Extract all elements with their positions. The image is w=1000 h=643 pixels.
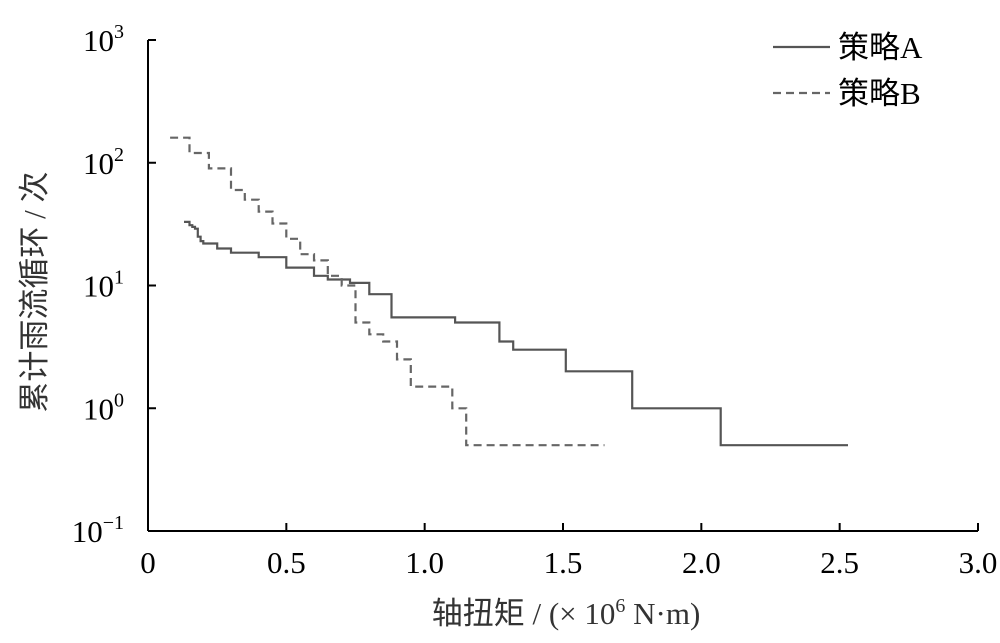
y-tick-label: 100	[83, 389, 124, 426]
y-tick-base: 10	[83, 391, 114, 426]
x-tick-label: 0	[140, 545, 156, 580]
x-tick-label: 1.5	[544, 545, 583, 580]
x-axis-title-main: 轴扭矩 / (× 10	[432, 596, 616, 631]
y-tick-exponent: 0	[114, 389, 124, 411]
x-tick-label: 3.0	[959, 545, 998, 580]
y-tick-label: 103	[83, 21, 124, 58]
legend: 策略A 策略B	[773, 30, 923, 111]
x-axis-title-unit: N·m)	[625, 596, 700, 631]
y-tick-base: 10	[83, 23, 114, 58]
legend-label-b: 策略B	[838, 76, 921, 111]
series-layer	[170, 136, 848, 447]
y-tick-label: 102	[83, 144, 124, 181]
y-tick-base: 10	[72, 514, 103, 549]
y-tick-base: 10	[83, 146, 114, 181]
y-tick-exponent: 2	[114, 144, 124, 166]
y-tick-exponent: 3	[114, 21, 124, 43]
series-line-a	[184, 220, 848, 447]
y-tick-label: 10−1	[72, 512, 124, 549]
y-tick-label: 101	[83, 267, 124, 304]
series-line-b	[170, 136, 605, 447]
legend-label-a: 策略A	[838, 30, 923, 65]
x-tick-label: 2.5	[820, 545, 859, 580]
y-tick-exponent: 1	[114, 267, 124, 289]
x-tick-label: 1.0	[405, 545, 444, 580]
x-axis-title: 轴扭矩 / (× 106 N·m)	[432, 595, 701, 631]
y-tick-base: 10	[83, 269, 114, 304]
x-tick-label: 2.0	[682, 545, 721, 580]
y-axis-title: 累计雨流循环 / 次	[17, 171, 52, 412]
y-tick-exponent: −1	[103, 512, 124, 534]
x-tick-label: 0.5	[267, 545, 306, 580]
x-axis-title-exponent: 6	[615, 595, 625, 617]
